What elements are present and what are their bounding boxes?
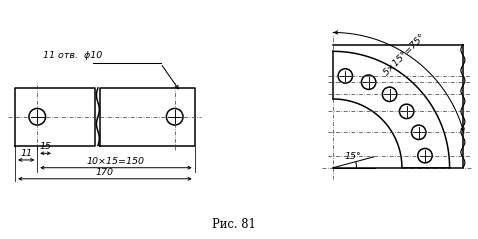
Text: 11: 11: [20, 149, 32, 158]
Text: 5×15°=75°: 5×15°=75°: [381, 32, 427, 77]
Text: Рис. 81: Рис. 81: [212, 218, 255, 231]
Text: 10×15=150: 10×15=150: [87, 157, 145, 166]
Text: 15°: 15°: [344, 152, 361, 161]
Text: 15: 15: [40, 142, 52, 151]
Text: 170: 170: [96, 168, 114, 177]
Text: 11 отв.  ϕ10: 11 отв. ϕ10: [43, 51, 102, 60]
